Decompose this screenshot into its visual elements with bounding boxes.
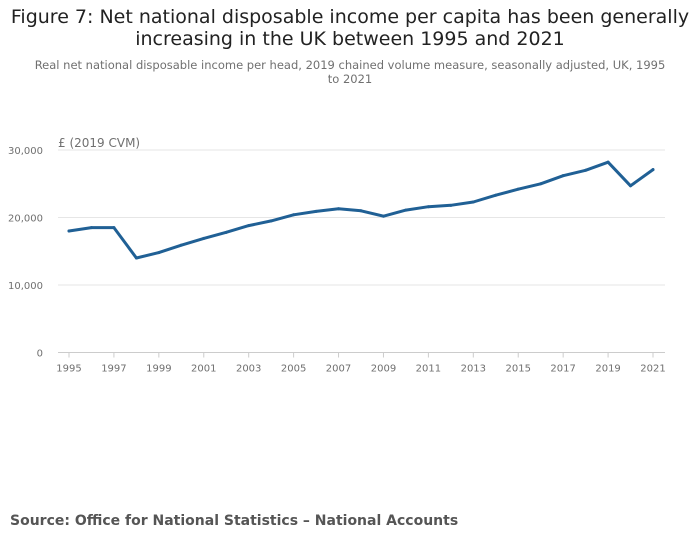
data-point — [494, 193, 498, 197]
gridlines — [58, 149, 665, 286]
data-point — [112, 226, 116, 230]
y-tick-label: 0 — [37, 349, 43, 360]
data-point — [359, 209, 363, 213]
data-point — [381, 214, 385, 218]
data-point — [629, 184, 633, 188]
data-point — [584, 168, 588, 172]
chart-title: Figure 7: Net national disposable income… — [10, 6, 690, 50]
x-tick-label: 1997 — [101, 364, 126, 375]
data-point — [561, 174, 565, 178]
x-tick-label: 2007 — [326, 364, 351, 375]
y-tick-label: 30,000 — [8, 146, 43, 157]
data-point — [516, 187, 520, 191]
data-point — [157, 251, 161, 255]
data-point — [89, 226, 93, 230]
data-point — [202, 236, 206, 240]
chart-subtitle: Real net national disposable income per … — [34, 58, 666, 86]
x-tick-label: 2009 — [371, 364, 396, 375]
data-point — [179, 243, 183, 247]
x-tick-label: 2001 — [191, 364, 216, 375]
x-tick-label: 2017 — [550, 364, 575, 375]
data-point — [134, 256, 138, 260]
y-axis-label: £ (2019 CVM) — [58, 136, 140, 150]
data-point — [539, 182, 543, 186]
y-axis-ticks: 0 10,000 20,000 30,000 — [8, 146, 43, 360]
series-layer — [67, 160, 655, 260]
data-point — [404, 208, 408, 212]
x-tick-label: 1995 — [56, 364, 81, 375]
data-point — [247, 224, 251, 228]
x-axis-ticks: 1995 1997 1999 2001 2003 2005 2007 2009 2011 2013… — [56, 352, 666, 375]
data-point — [337, 207, 341, 211]
data-point — [606, 160, 610, 164]
data-point — [67, 229, 71, 233]
x-tick-label: 2019 — [595, 364, 620, 375]
x-tick-label: 1999 — [146, 364, 171, 375]
source-note: Source: Office for National Statistics –… — [10, 513, 459, 529]
data-point — [269, 219, 273, 223]
x-tick-label: 2013 — [461, 364, 486, 375]
x-tick-label: 2011 — [416, 364, 441, 375]
data-point — [471, 200, 475, 204]
y-tick-label: 20,000 — [8, 214, 43, 225]
x-tick-label: 2015 — [506, 364, 531, 375]
x-tick-label: 2005 — [281, 364, 306, 375]
data-point — [224, 230, 228, 234]
x-tick-label: 2003 — [236, 364, 261, 375]
data-point — [292, 213, 296, 217]
data-point — [651, 168, 655, 172]
data-point — [314, 209, 318, 213]
data-point — [449, 203, 453, 207]
y-tick-label: 10,000 — [8, 281, 43, 292]
data-point — [426, 205, 430, 209]
x-tick-label: 2021 — [640, 364, 665, 375]
